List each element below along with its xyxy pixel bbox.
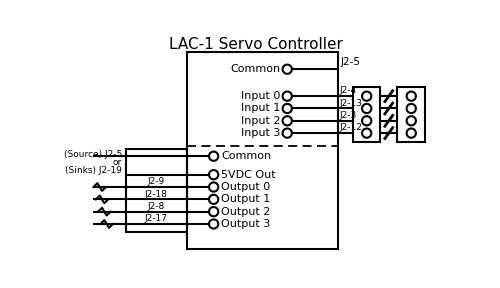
- Circle shape: [406, 116, 416, 125]
- Text: Input 3: Input 3: [241, 128, 281, 138]
- Circle shape: [282, 116, 292, 125]
- Circle shape: [282, 104, 292, 113]
- Text: Output 0: Output 0: [222, 182, 270, 192]
- Circle shape: [406, 128, 416, 138]
- Text: Output 3: Output 3: [222, 219, 270, 229]
- Text: or: or: [113, 158, 122, 167]
- Circle shape: [209, 151, 218, 161]
- Text: Common: Common: [222, 151, 272, 161]
- Text: LAC-1 Servo Controller: LAC-1 Servo Controller: [170, 37, 343, 52]
- Text: J2-18: J2-18: [145, 190, 168, 198]
- Text: J2-5: J2-5: [340, 57, 360, 67]
- Text: Input 2: Input 2: [241, 116, 281, 126]
- Text: Output 1: Output 1: [222, 194, 270, 204]
- Circle shape: [209, 170, 218, 179]
- Text: (Sinks) J2-19: (Sinks) J2-19: [66, 166, 122, 175]
- Circle shape: [406, 104, 416, 113]
- Circle shape: [406, 92, 416, 101]
- Text: 5VDC Out: 5VDC Out: [222, 170, 276, 180]
- Circle shape: [362, 128, 372, 138]
- Text: J2-17: J2-17: [145, 214, 168, 223]
- Text: (Source) J2-5: (Source) J2-5: [64, 150, 122, 159]
- Circle shape: [282, 65, 292, 74]
- Text: Input 0: Input 0: [241, 91, 281, 101]
- Text: Output 2: Output 2: [222, 207, 271, 217]
- Circle shape: [209, 195, 218, 204]
- Circle shape: [282, 128, 292, 138]
- Text: J2-9: J2-9: [148, 177, 165, 186]
- Text: J2-3: J2-3: [339, 111, 356, 120]
- Circle shape: [362, 116, 372, 125]
- Text: J2-4: J2-4: [339, 86, 356, 95]
- Text: J2-13: J2-13: [339, 99, 362, 108]
- Text: Input 1: Input 1: [241, 103, 281, 113]
- Circle shape: [362, 104, 372, 113]
- Text: Common: Common: [230, 64, 280, 74]
- Circle shape: [209, 207, 218, 216]
- Text: J2-12: J2-12: [339, 123, 362, 132]
- Circle shape: [209, 182, 218, 192]
- Circle shape: [209, 219, 218, 229]
- Circle shape: [362, 92, 372, 101]
- Circle shape: [282, 92, 292, 101]
- Text: J2-8: J2-8: [148, 202, 165, 211]
